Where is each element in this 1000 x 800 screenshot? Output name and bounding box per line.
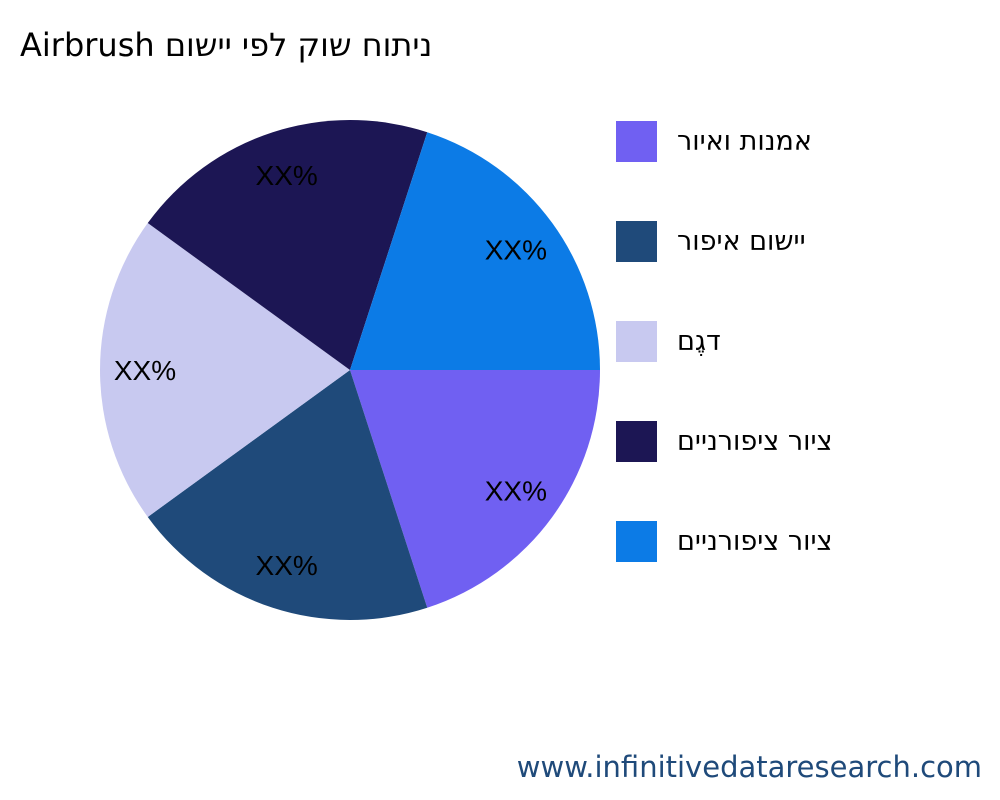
legend-swatch	[616, 320, 657, 362]
legend-swatch	[616, 120, 657, 162]
legend-label: דגֶם	[677, 325, 721, 357]
legend-label: יישום איפור	[677, 225, 806, 257]
slice-data-label: XX%	[485, 475, 547, 506]
legend-item: יישום איפור	[616, 220, 806, 262]
legend-item: דגֶם	[616, 320, 721, 362]
legend-item: ציור ציפורניים	[616, 520, 833, 562]
pie-slice	[350, 132, 600, 370]
slice-data-label: XX%	[256, 160, 318, 191]
slice-data-label: XX%	[114, 355, 176, 386]
footer-url[interactable]: www.infinitivedataresearch.com	[516, 750, 982, 784]
chart-title: Airbrush ניתוח שוק לפי יישום	[20, 26, 433, 64]
legend-item: אמנות ואיור	[616, 120, 812, 162]
legend-swatch	[616, 420, 657, 462]
legend-item: ציור ציפורניים	[616, 420, 833, 462]
pie-slice	[100, 223, 350, 517]
slice-data-label: XX%	[256, 550, 318, 581]
pie-slice	[147, 120, 428, 370]
legend-label: ציור ציפורניים	[677, 425, 833, 457]
legend-swatch	[616, 520, 657, 562]
legend-label: אמנות ואיור	[677, 125, 812, 157]
pie-slice	[147, 370, 428, 620]
legend-label: ציור ציפורניים	[677, 525, 833, 557]
slice-data-label: XX%	[485, 235, 547, 266]
legend-swatch	[616, 220, 657, 262]
pie-slice	[350, 370, 600, 608]
